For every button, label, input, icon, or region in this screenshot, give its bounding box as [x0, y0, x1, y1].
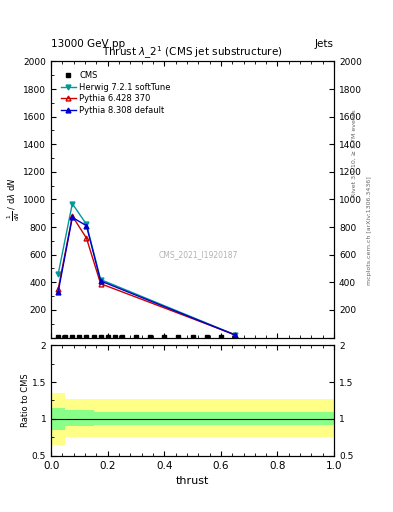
Text: 13000 GeV pp: 13000 GeV pp	[51, 38, 125, 49]
Line: Herwig 7.2.1 softTune: Herwig 7.2.1 softTune	[56, 201, 237, 337]
Title: Thrust $\lambda\_2^1$ (CMS jet substructure): Thrust $\lambda\_2^1$ (CMS jet substruct…	[102, 45, 283, 61]
Legend: CMS, Herwig 7.2.1 softTune, Pythia 6.428 370, Pythia 8.308 default: CMS, Herwig 7.2.1 softTune, Pythia 6.428…	[58, 68, 174, 118]
Herwig 7.2.1 softTune	[98, 276, 103, 283]
Pythia 8.308 default	[84, 223, 89, 229]
Text: Jets: Jets	[315, 38, 334, 49]
Pythia 6.428 370	[233, 332, 237, 338]
Herwig 7.2.1 softTune	[233, 332, 237, 338]
Herwig 7.2.1 softTune	[70, 201, 75, 207]
Y-axis label: Ratio to CMS: Ratio to CMS	[22, 374, 31, 428]
Pythia 8.308 default	[56, 289, 61, 295]
Herwig 7.2.1 softTune	[84, 221, 89, 227]
Pythia 8.308 default	[98, 278, 103, 284]
X-axis label: thrust: thrust	[176, 476, 209, 486]
Pythia 6.428 370	[70, 213, 75, 219]
Text: CMS_2021_I1920187: CMS_2021_I1920187	[158, 250, 238, 259]
Pythia 8.308 default	[70, 215, 75, 221]
Herwig 7.2.1 softTune	[56, 271, 61, 277]
Pythia 8.308 default	[233, 332, 237, 338]
Pythia 6.428 370	[56, 286, 61, 292]
Line: Pythia 8.308 default: Pythia 8.308 default	[56, 215, 237, 337]
Text: mcplots.cern.ch [arXiv:1306.3436]: mcplots.cern.ch [arXiv:1306.3436]	[367, 176, 373, 285]
Y-axis label: $\frac{1}{\mathrm{d}N}$ / $\mathrm{d}\lambda$ $\mathrm{d}N$: $\frac{1}{\mathrm{d}N}$ / $\mathrm{d}\la…	[6, 178, 22, 221]
Pythia 6.428 370	[84, 235, 89, 241]
Pythia 6.428 370	[98, 281, 103, 287]
Line: Pythia 6.428 370: Pythia 6.428 370	[56, 214, 237, 337]
Text: Rivet 3.1.10, ≥ 2.7M events: Rivet 3.1.10, ≥ 2.7M events	[352, 110, 357, 198]
